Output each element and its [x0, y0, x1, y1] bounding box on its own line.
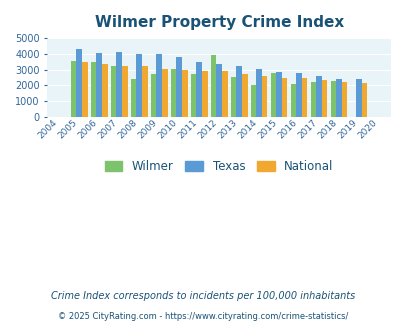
Bar — [190, 74, 196, 116]
Bar — [102, 64, 107, 116]
Bar — [130, 79, 136, 116]
Bar — [341, 82, 347, 116]
Bar — [150, 74, 156, 116]
Bar — [315, 76, 321, 116]
Bar — [296, 73, 301, 116]
Bar — [310, 82, 315, 116]
Bar — [122, 66, 127, 116]
Bar — [290, 84, 296, 116]
Bar — [162, 69, 167, 116]
Bar — [156, 53, 162, 116]
Bar — [250, 85, 256, 116]
Legend: Wilmer, Texas, National: Wilmer, Texas, National — [98, 154, 339, 179]
Bar — [196, 62, 201, 116]
Title: Wilmer Property Crime Index: Wilmer Property Crime Index — [94, 15, 343, 30]
Bar — [330, 81, 335, 116]
Bar — [321, 80, 327, 116]
Bar — [82, 62, 87, 116]
Bar — [171, 69, 176, 116]
Text: Crime Index corresponds to incidents per 100,000 inhabitants: Crime Index corresponds to incidents per… — [51, 291, 354, 301]
Bar — [201, 71, 207, 116]
Bar — [76, 49, 82, 116]
Bar — [142, 66, 147, 116]
Bar — [261, 76, 267, 116]
Bar — [241, 74, 247, 116]
Bar — [70, 61, 76, 116]
Bar — [276, 72, 281, 116]
Bar — [116, 52, 122, 116]
Bar — [230, 77, 236, 116]
Bar — [96, 53, 102, 116]
Bar — [301, 78, 307, 116]
Bar — [111, 66, 116, 116]
Bar — [91, 62, 96, 116]
Bar — [361, 83, 367, 116]
Bar — [281, 78, 287, 116]
Bar — [236, 66, 241, 116]
Bar — [335, 79, 341, 116]
Bar — [136, 54, 142, 116]
Bar — [355, 79, 361, 116]
Bar — [222, 71, 227, 116]
Bar — [176, 57, 181, 116]
Bar — [210, 54, 216, 116]
Bar — [270, 74, 276, 116]
Bar — [256, 69, 261, 116]
Bar — [181, 70, 187, 116]
Bar — [216, 64, 222, 116]
Text: © 2025 CityRating.com - https://www.cityrating.com/crime-statistics/: © 2025 CityRating.com - https://www.city… — [58, 313, 347, 321]
